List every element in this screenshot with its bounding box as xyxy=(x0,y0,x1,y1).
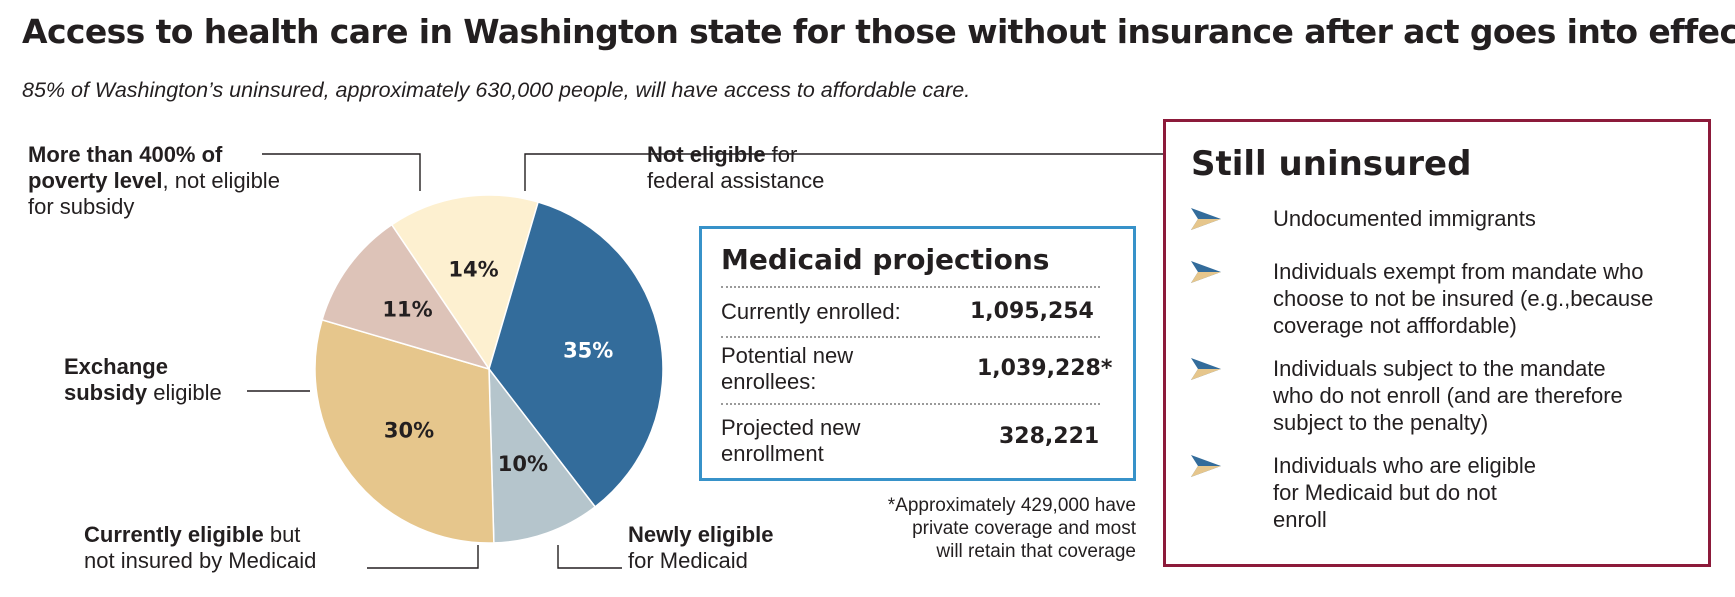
pie-slice xyxy=(321,223,491,371)
callout-currently-eligible: Currently eligible but not insured by Me… xyxy=(84,522,317,573)
medicaid-divider xyxy=(721,403,1100,405)
leader-line-newly xyxy=(557,545,622,569)
callout-exchange: Exchange subsidy eligible xyxy=(64,354,222,405)
callout-newly-eligible: Newly eligible for Medicaid xyxy=(628,522,774,573)
uninsured-item-text: Individuals who are eligible for Medicaid… xyxy=(1273,453,1536,532)
uninsured-item-text: Individuals subject to the mandate who do… xyxy=(1273,356,1623,435)
medicaid-row-value: 328,221 xyxy=(999,424,1100,449)
medicaid-footnote: *Approximately 429,000 have private cove… xyxy=(887,495,1136,562)
pie-slice-label: 35% xyxy=(563,338,613,362)
callout-not-eligible: Not eligible for federal assistance xyxy=(647,142,825,193)
uninsured-item-text: Individuals exempt from mandate who choos… xyxy=(1273,259,1654,338)
arrow-pointer-icon xyxy=(1191,455,1221,477)
leader-line-not-eligible xyxy=(524,153,1164,191)
pie-slice-label: 30% xyxy=(384,419,434,443)
pie-slice xyxy=(488,201,664,508)
medicaid-row-label: Currently enrolled: xyxy=(721,299,901,324)
pie-slice xyxy=(314,318,495,544)
medicaid-divider xyxy=(721,286,1100,288)
medicaid-title: Medicaid projections xyxy=(721,243,1050,276)
pie-slice-label: 14% xyxy=(448,257,498,281)
still-uninsured-title: Still uninsured xyxy=(1191,144,1472,184)
medicaid-projections-box: Medicaid projections Currently enrolled:… xyxy=(699,226,1136,481)
still-uninsured-box: Still uninsured Undocumented immigrants … xyxy=(1163,119,1711,567)
medicaid-row-value: 1,039,228* xyxy=(977,356,1113,381)
pie-slice xyxy=(488,366,597,544)
callout-poverty: More than 400% of poverty level, not eli… xyxy=(28,142,280,219)
page-title: Access to health care in Washington stat… xyxy=(22,12,1735,51)
pie-slice-label: 11% xyxy=(382,297,432,321)
arrow-pointer-icon xyxy=(1191,261,1221,283)
leader-line-poverty xyxy=(262,153,421,191)
page-subtitle: 85% of Washington’s uninsured, approxima… xyxy=(22,78,971,102)
arrow-pointer-icon xyxy=(1191,358,1221,380)
leader-line-currently xyxy=(367,545,479,569)
arrow-pointer-icon xyxy=(1191,208,1221,230)
medicaid-divider xyxy=(721,336,1100,338)
uninsured-item-text: Undocumented immigrants xyxy=(1273,206,1536,231)
medicaid-row-label: Projected new enrollment xyxy=(721,415,861,466)
medicaid-row-value: 1,095,254 xyxy=(970,299,1094,324)
medicaid-row-label: Potential new enrollees: xyxy=(721,343,854,394)
pie-slice-label: 10% xyxy=(498,452,548,476)
